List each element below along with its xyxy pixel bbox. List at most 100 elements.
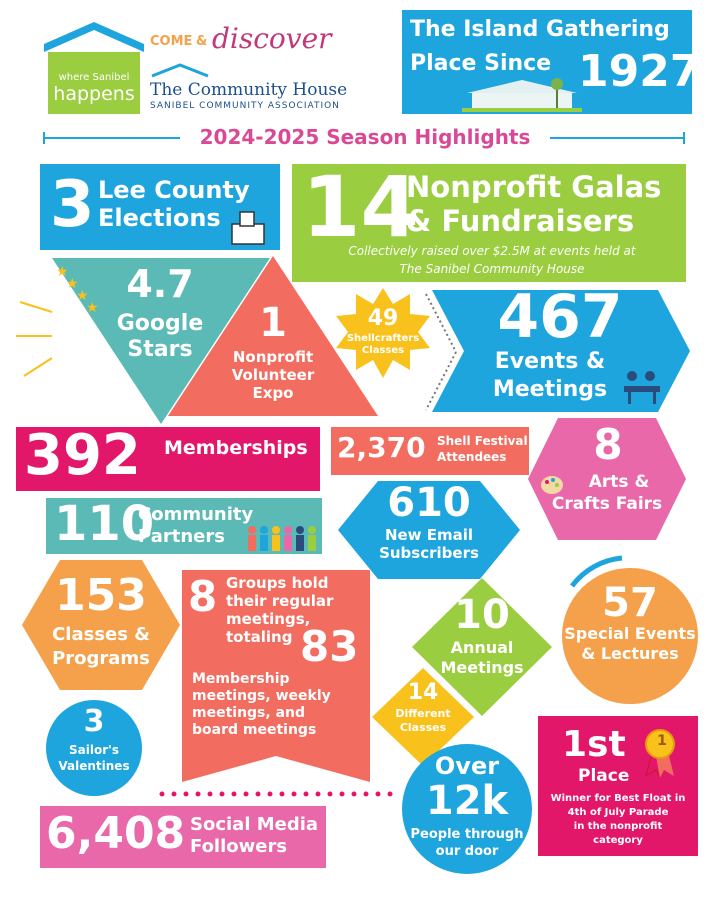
- sparkle-lines-icon: [16, 301, 53, 377]
- meeting-people-icon: [624, 371, 660, 404]
- expo-triangle: [168, 256, 378, 416]
- sailors-circle: [46, 700, 142, 796]
- special-circle: [562, 555, 698, 704]
- visitors-value-1: Over: [434, 752, 500, 780]
- sailors-label-1: Sailor's: [69, 743, 119, 757]
- social-label-2: Followers: [190, 836, 288, 857]
- stars-label-1: Google: [116, 311, 204, 336]
- groups-label-3: meetings,: [226, 610, 311, 628]
- groups-value: 8: [188, 572, 218, 621]
- annual-label-1: Annual: [450, 638, 514, 657]
- different-value: 14: [407, 680, 439, 705]
- amp-text: &: [196, 34, 208, 49]
- float-value: 1st: [562, 724, 626, 765]
- groups-label-1: Groups hold: [226, 574, 329, 592]
- galas-label-1: Nonprofit Galas: [406, 170, 662, 204]
- banner-line-1: The Island Gathering: [410, 17, 670, 42]
- stars-triangle: [52, 258, 270, 424]
- visitors-value-2: 12k: [425, 778, 509, 824]
- svg-text:★: ★: [66, 276, 79, 292]
- annual-diamond: [412, 578, 552, 716]
- events-value: 467: [497, 282, 623, 352]
- classes-value: 153: [55, 570, 147, 621]
- partners-value: 110: [54, 496, 155, 552]
- float-note-2: 4th of July Parade: [567, 807, 669, 818]
- logo-tagline-2: happens: [53, 83, 135, 105]
- float-note-4: category: [593, 835, 643, 846]
- sailors-value: 3: [83, 704, 105, 739]
- galas-value: 14: [302, 158, 419, 256]
- elections-card: 3 Lee County Elections: [40, 164, 280, 250]
- stars-value: 4.7: [126, 262, 194, 306]
- arts-hexagon: [528, 418, 686, 540]
- dotted-divider: [159, 791, 401, 797]
- float-note-1: Winner for Best Float in: [550, 793, 686, 804]
- groups-note-4: board meetings: [192, 722, 317, 738]
- title-rule-cap-right: [683, 132, 685, 144]
- different-label-2: Classes: [399, 721, 447, 734]
- float-card: 1st Place 1 Winner for Best Float in 4th…: [538, 716, 698, 856]
- different-diamond: [372, 668, 474, 766]
- groups-label-4: totaling: [226, 628, 293, 646]
- float-note-3: in the nonprofit: [573, 821, 663, 832]
- social-label-1: Social Media: [190, 814, 319, 835]
- roof-line-icon: [151, 63, 209, 78]
- svg-text:★: ★: [56, 264, 69, 280]
- expo-label-1: Nonprofit: [232, 348, 314, 366]
- ballot-box-icon: [231, 211, 265, 245]
- svg-text:★: ★: [86, 300, 99, 316]
- visitors-label-2: our door: [435, 844, 499, 859]
- galas-note-1: Collectively raised over $2.5M at events…: [348, 244, 636, 258]
- visitors-circle: [402, 744, 532, 874]
- org-name: The Community House: [150, 80, 348, 100]
- email-hexagon: [338, 481, 520, 579]
- groups-note-1: Membership: [192, 671, 290, 687]
- email-label-2: Subscribers: [379, 544, 479, 562]
- stars-label-2: Stars: [127, 337, 193, 362]
- svg-text:★: ★: [76, 288, 89, 304]
- people-group-icon: [248, 526, 316, 551]
- different-label-1: Different: [395, 707, 451, 720]
- come-text: COME: [150, 34, 193, 49]
- expo-value: 1: [259, 300, 287, 346]
- classes-label-2: Programs: [52, 648, 150, 669]
- events-chevron: [432, 290, 690, 412]
- shell-festival-label-1: Shell Festival: [437, 434, 528, 448]
- sailors-label-2: Valentines: [58, 759, 130, 773]
- discover-text: discover: [212, 22, 332, 55]
- building-illustration-icon: [462, 78, 582, 112]
- paint-palette-icon: [541, 476, 563, 494]
- memberships-value: 392: [24, 423, 141, 488]
- galas-card: 14 Nonprofit Galas & Fundraisers Collect…: [292, 158, 686, 282]
- email-value: 610: [387, 480, 471, 526]
- memberships-card: 392 Memberships: [16, 423, 320, 491]
- title-rule-cap-left: [43, 132, 45, 144]
- partners-label-2: Partners: [138, 526, 225, 547]
- arts-value: 8: [593, 420, 623, 469]
- partners-card: 110 Community Partners: [46, 496, 322, 554]
- special-value: 57: [602, 580, 658, 626]
- banner-year: 1927: [578, 46, 701, 97]
- annual-label-2: Meetings: [440, 658, 524, 677]
- shellcrafters-label-2: Classes: [361, 345, 405, 356]
- visitors-label-1: People through: [410, 827, 524, 842]
- shellcrafters-value: 49: [367, 306, 399, 331]
- groups-total: 83: [300, 622, 359, 671]
- shellcrafters-burst: [336, 288, 430, 378]
- expo-label-3: Expo: [252, 384, 294, 402]
- social-card: 6,408 Social Media Followers: [40, 806, 326, 868]
- groups-note-3: meetings, and: [192, 705, 306, 721]
- since-banner: The Island Gathering Place Since 1927: [402, 10, 700, 114]
- email-label-1: New Email: [384, 526, 474, 544]
- memberships-label: Memberships: [164, 437, 308, 459]
- elections-label-2: Elections: [98, 204, 221, 232]
- float-label: Place: [578, 766, 630, 786]
- events-label-2: Meetings: [492, 377, 608, 402]
- arts-label-2: Crafts Fairs: [551, 494, 663, 514]
- partners-label-1: Community: [138, 504, 254, 525]
- expo-label-2: Volunteer: [231, 366, 315, 384]
- events-label-1: Events &: [494, 349, 606, 374]
- classes-label-1: Classes &: [52, 624, 150, 645]
- special-label-1: Special Events: [564, 624, 696, 643]
- medal-number: 1: [657, 733, 667, 749]
